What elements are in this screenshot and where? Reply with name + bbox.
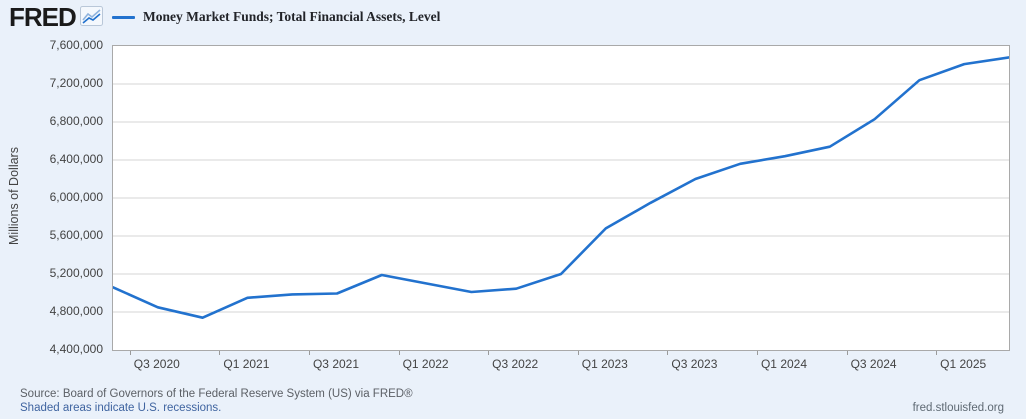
- y-tick-label: 6,800,000: [49, 114, 103, 128]
- x-tick-mark: [667, 351, 669, 355]
- x-tick-mark: [577, 351, 579, 355]
- x-tick-label: Q1 2023: [581, 357, 628, 371]
- x-tick-mark: [219, 351, 221, 355]
- source-attribution: Source: Board of Governors of the Federa…: [20, 388, 413, 400]
- x-tick-label: Q3 2020: [133, 357, 180, 371]
- y-tick-label: 7,600,000: [49, 38, 103, 52]
- x-tick-label: Q1 2022: [402, 357, 449, 371]
- x-tick-label: Q1 2021: [223, 357, 270, 371]
- x-tick-label: Q1 2025: [940, 357, 987, 371]
- legend-line-marker: [112, 15, 135, 19]
- recession-shading-note-link[interactable]: Shaded areas indicate U.S. recessions.: [20, 402, 222, 414]
- x-tick-mark: [936, 351, 938, 355]
- plot-area: [112, 45, 1010, 351]
- x-tick-mark: [129, 351, 131, 355]
- chart-canvas: [113, 56, 1009, 320]
- y-tick-label: 5,200,000: [49, 266, 103, 280]
- data-series-line: [113, 56, 1009, 320]
- fred-chart-icon: [79, 5, 103, 31]
- x-tick-mark: [846, 351, 848, 355]
- fred-logo[interactable]: FRED: [9, 3, 103, 31]
- y-tick-label: 5,600,000: [49, 228, 103, 242]
- y-tick-label: 6,000,000: [49, 190, 103, 204]
- x-tick-mark: [488, 351, 490, 355]
- x-tick-label: Q1 2024: [760, 357, 808, 371]
- header: FRED Money Market Funds; Total Financial…: [0, 0, 1026, 34]
- y-tick-label: 6,400,000: [49, 152, 103, 166]
- chart-legend: Money Market Funds; Total Financial Asse…: [112, 10, 440, 24]
- x-tick-label: Q3 2024: [850, 357, 897, 371]
- fred-logo-text: FRED: [9, 2, 77, 32]
- x-tick-label: Q3 2023: [671, 357, 718, 371]
- x-tick-mark: [398, 351, 400, 355]
- x-tick-label: Q3 2021: [312, 357, 360, 371]
- y-tick-label: 7,200,000: [49, 76, 103, 90]
- x-tick-mark: [757, 351, 758, 355]
- y-tick-label: 4,800,000: [49, 304, 103, 318]
- legend-series-label: Money Market Funds; Total Financial Asse…: [143, 9, 441, 24]
- fred-site-url[interactable]: fred.stlouisfed.org: [912, 402, 1004, 414]
- x-tick-mark: [309, 351, 310, 355]
- x-tick-label: Q3 2022: [492, 357, 539, 371]
- y-tick-label: 4,400,000: [49, 342, 103, 356]
